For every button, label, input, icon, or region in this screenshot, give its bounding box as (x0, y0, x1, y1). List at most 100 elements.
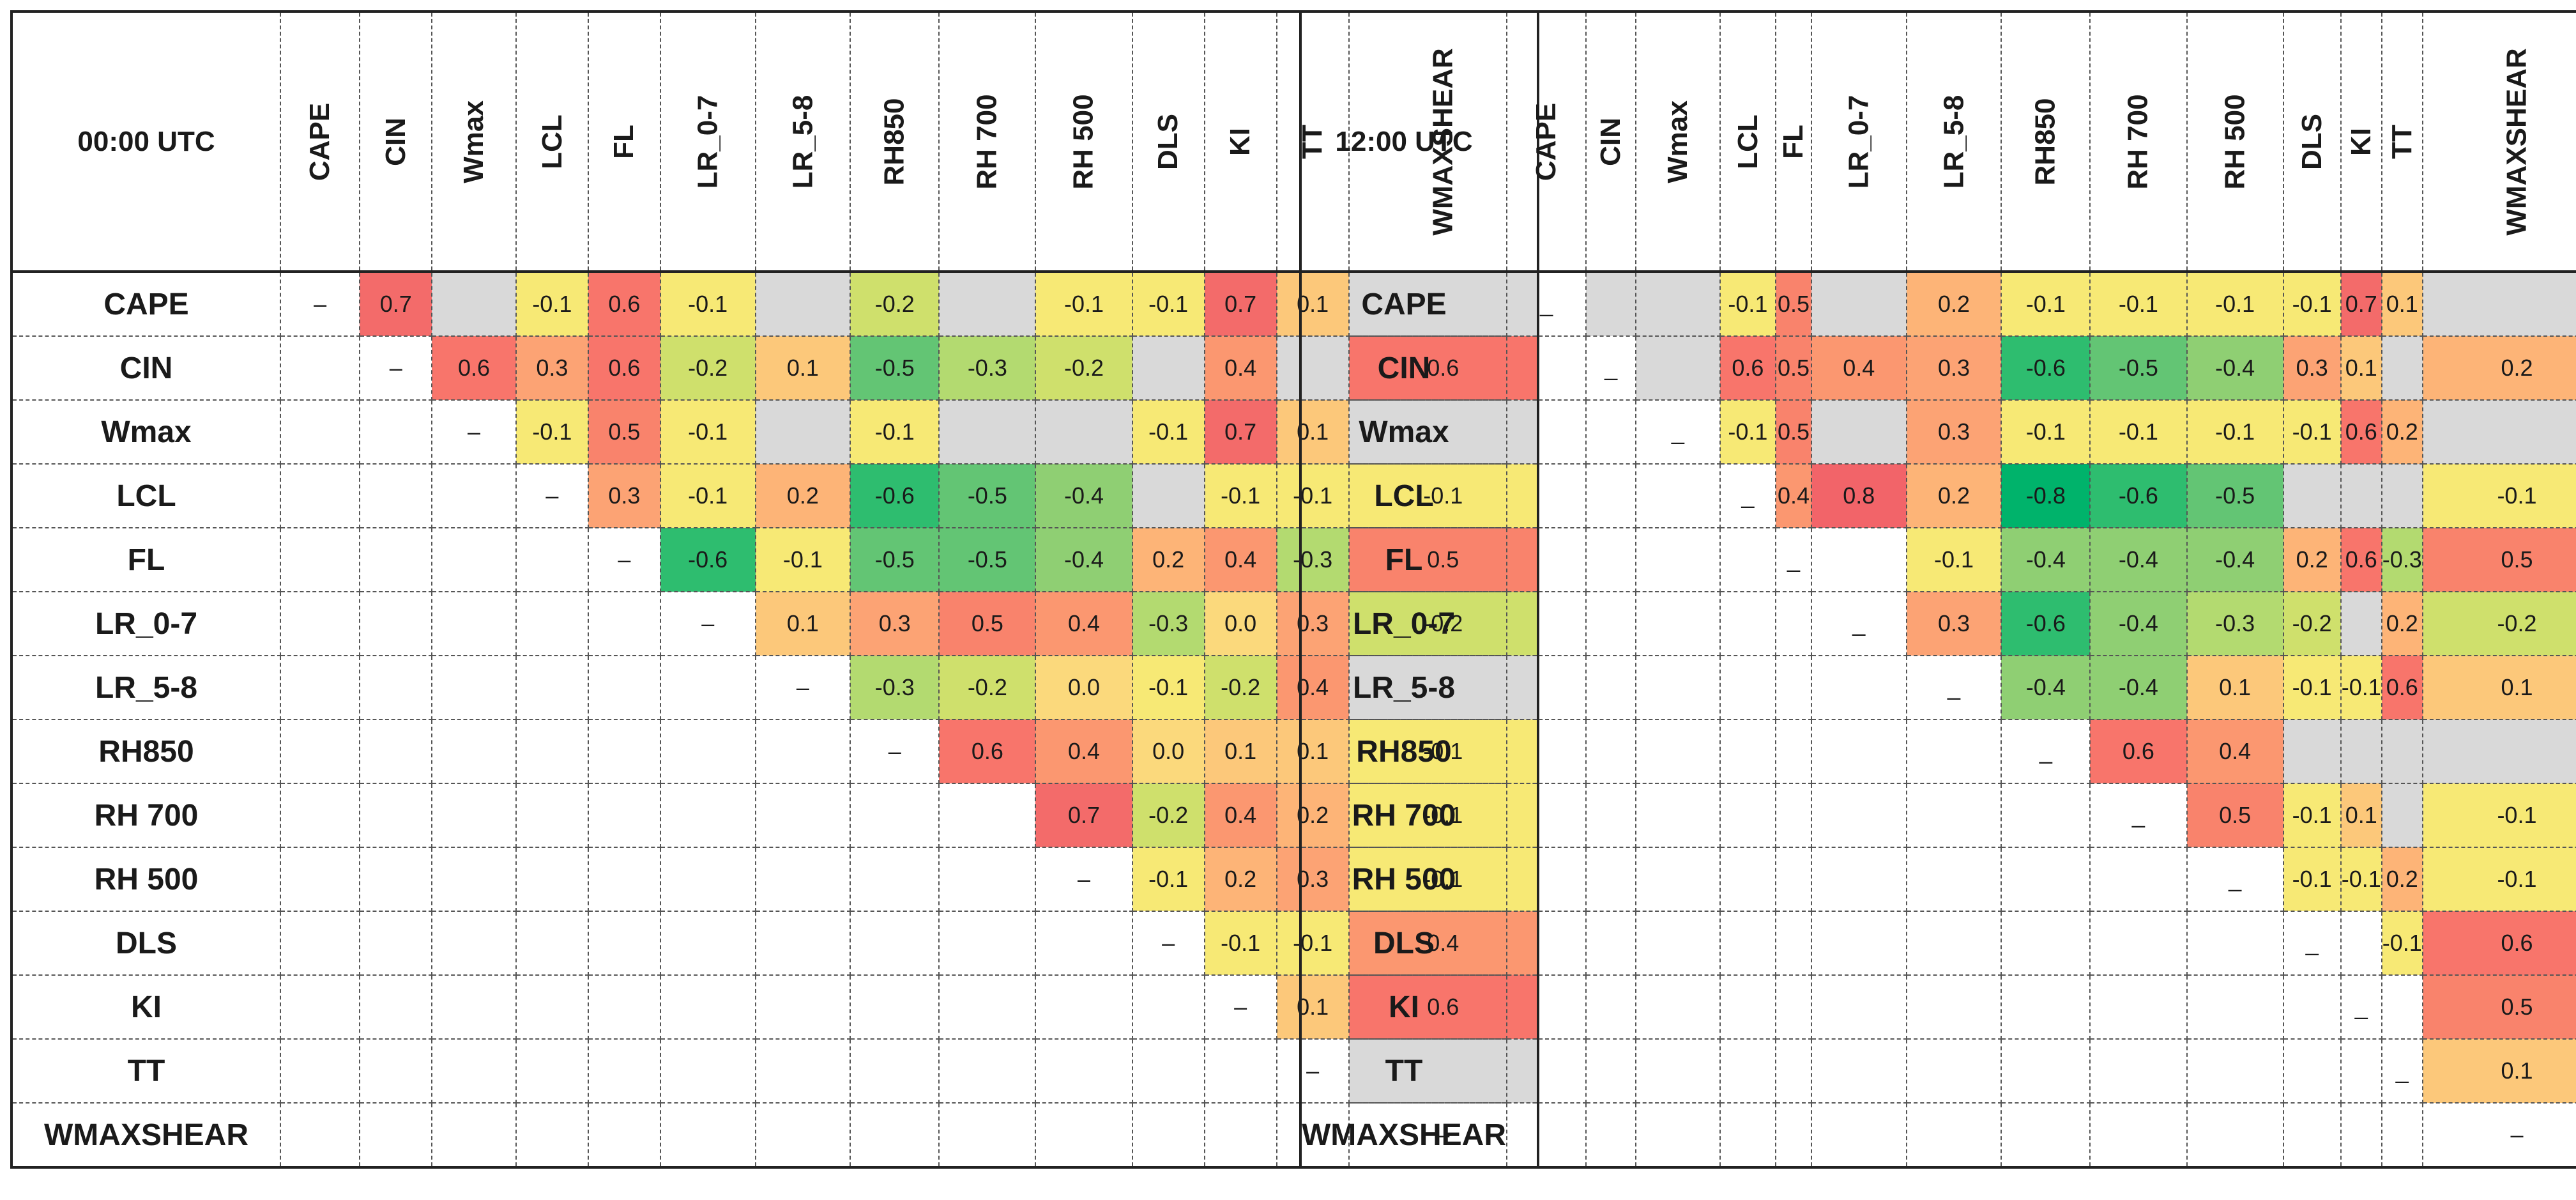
matrix-cell: 0.1 (754, 335, 851, 401)
matrix-cell (2186, 1038, 2284, 1104)
matrix-cell-masked (1035, 399, 1133, 465)
matrix-cell: 0.6 (1719, 335, 1777, 401)
matrix-cell (659, 1038, 756, 1104)
matrix-cell (431, 655, 517, 720)
matrix-cell: 0.4 (1810, 335, 1907, 401)
matrix-cell: 0.7 (1035, 783, 1133, 848)
matrix-cell: -0.1 (2089, 399, 2188, 465)
matrix-cell: -0.1 (659, 399, 756, 465)
matrix-cell-diagonal: _ (2186, 847, 2284, 912)
column-header-cin: CIN (1585, 10, 1637, 273)
matrix-cell (1585, 463, 1637, 528)
correlation-matrix-12utc: 12:00 UTC CAPE CIN Wmax LCL FL LR_0-7 LR_5-8 RH8… (1299, 10, 2576, 1169)
matrix-cell: -0.6 (659, 527, 756, 592)
matrix-cell (1905, 847, 2002, 912)
matrix-cell: 0.4 (1775, 463, 1812, 528)
matrix-cell: 0.2 (1905, 463, 2002, 528)
matrix-cell: 0.6 (938, 719, 1037, 784)
matrix-cell: 0.7 (1203, 399, 1277, 465)
row-header-lr-5-8: LR_5-8 (1299, 655, 1507, 720)
column-header-lcl: LCL (515, 10, 589, 273)
matrix-cell (850, 783, 940, 848)
matrix-cell: 0.5 (2186, 783, 2284, 848)
column-header-label: RH 500 (1068, 93, 1100, 190)
matrix-cell (2340, 1038, 2382, 1104)
matrix-cell: 0.2 (1203, 847, 1277, 912)
matrix-cell: -0.5 (2089, 335, 2188, 401)
column-header-ki: KI (1203, 10, 1277, 273)
column-header-rh-500: RH 500 (2186, 10, 2284, 273)
matrix-cell: -0.5 (938, 463, 1037, 528)
matrix-cell: -0.1 (2340, 847, 2382, 912)
column-header-label: RH 700 (971, 93, 1003, 190)
row-header-tt: TT (10, 1038, 281, 1104)
matrix-cell-masked (1635, 335, 1721, 401)
table-row: LR_5-8 _ -0.4 -0.4 0.1 -0.1 -0.1 0.6 0.1 (1299, 655, 2576, 720)
matrix-cell (1505, 527, 1587, 592)
matrix-cell-diagonal: – (515, 463, 589, 528)
column-header-cin: CIN (359, 10, 433, 273)
matrix-cell (279, 335, 361, 401)
matrix-cell: 0.5 (1775, 271, 1812, 337)
matrix-cell (1505, 591, 1587, 656)
matrix-cell (1203, 1102, 1277, 1169)
matrix-cell (1775, 1038, 1812, 1104)
matrix-cell (1505, 719, 1587, 784)
matrix-cell (1035, 1102, 1133, 1169)
matrix-cell (359, 783, 433, 848)
row-header-cin: CIN (10, 335, 281, 401)
matrix-cell (754, 719, 851, 784)
matrix-cell-masked (2421, 719, 2576, 784)
matrix-cell (1775, 783, 1812, 848)
matrix-cell (1719, 527, 1777, 592)
row-header-rh-500: RH 500 (10, 847, 281, 912)
column-header-lr-0-7: LR_0-7 (1810, 10, 1907, 273)
matrix-cell-diagonal: – (850, 719, 940, 784)
matrix-cell: -0.1 (1905, 527, 2002, 592)
matrix-cell: 0.1 (2381, 271, 2423, 337)
column-header-lr-0-7: LR_0-7 (659, 10, 756, 273)
matrix-cell: -0.4 (1035, 463, 1133, 528)
matrix-cell: 0.6 (587, 335, 661, 401)
table-row: LR_0-7 _ 0.3 -0.6 -0.4 -0.3 -0.2 0.2 -0.2 (1299, 591, 2576, 656)
matrix-cell: 0.7 (1203, 271, 1277, 337)
matrix-cell (1585, 1038, 1637, 1104)
matrix-cell: -0.2 (2421, 591, 2576, 656)
matrix-cell (2001, 911, 2091, 976)
matrix-cell-masked (2381, 463, 2423, 528)
row-header-dls: DLS (10, 911, 281, 976)
matrix-cell: -0.1 (2001, 271, 2091, 337)
row-header-cape: CAPE (10, 271, 281, 337)
matrix-cell (359, 1102, 433, 1169)
matrix-cell (279, 1038, 361, 1104)
matrix-cell-diagonal: _ (1585, 335, 1637, 401)
matrix-cell (1585, 719, 1637, 784)
matrix-cell-masked (2282, 719, 2342, 784)
matrix-cell: 0.1 (2421, 1038, 2576, 1104)
matrix-cell (1131, 1038, 1205, 1104)
matrix-cell-diagonal: _ (1810, 591, 1907, 656)
column-header-label: Wmax (1661, 100, 1693, 183)
matrix-cell: 0.6 (2421, 911, 2576, 976)
row-header-lr-0-7: LR_0-7 (10, 591, 281, 656)
matrix-cell (754, 1038, 851, 1104)
column-header-rh-500: RH 500 (1035, 10, 1133, 273)
matrix-cell: 0.2 (1905, 271, 2002, 337)
matrix-cell: -0.1 (1203, 463, 1277, 528)
matrix-cell: -0.3 (1131, 591, 1205, 656)
column-header-label: LR_5-8 (1938, 95, 1969, 188)
matrix-title: 12:00 UTC (1299, 10, 1507, 273)
matrix-cell-masked (1585, 271, 1637, 337)
matrix-cell: 0.5 (587, 399, 661, 465)
matrix-cell: -0.2 (1203, 655, 1277, 720)
matrix-cell: -0.1 (515, 399, 589, 465)
matrix-cell (1905, 1102, 2002, 1169)
matrix-cell: 0.4 (1203, 527, 1277, 592)
matrix-cell: -0.1 (659, 463, 756, 528)
matrix-cell (1775, 591, 1812, 656)
matrix-cell: -0.3 (938, 335, 1037, 401)
matrix-cell (1131, 974, 1205, 1040)
matrix-cell: -0.5 (850, 527, 940, 592)
column-header-label: CIN (1595, 117, 1627, 166)
column-header-wmaxshear: WMAXSHEAR (2421, 10, 2576, 273)
